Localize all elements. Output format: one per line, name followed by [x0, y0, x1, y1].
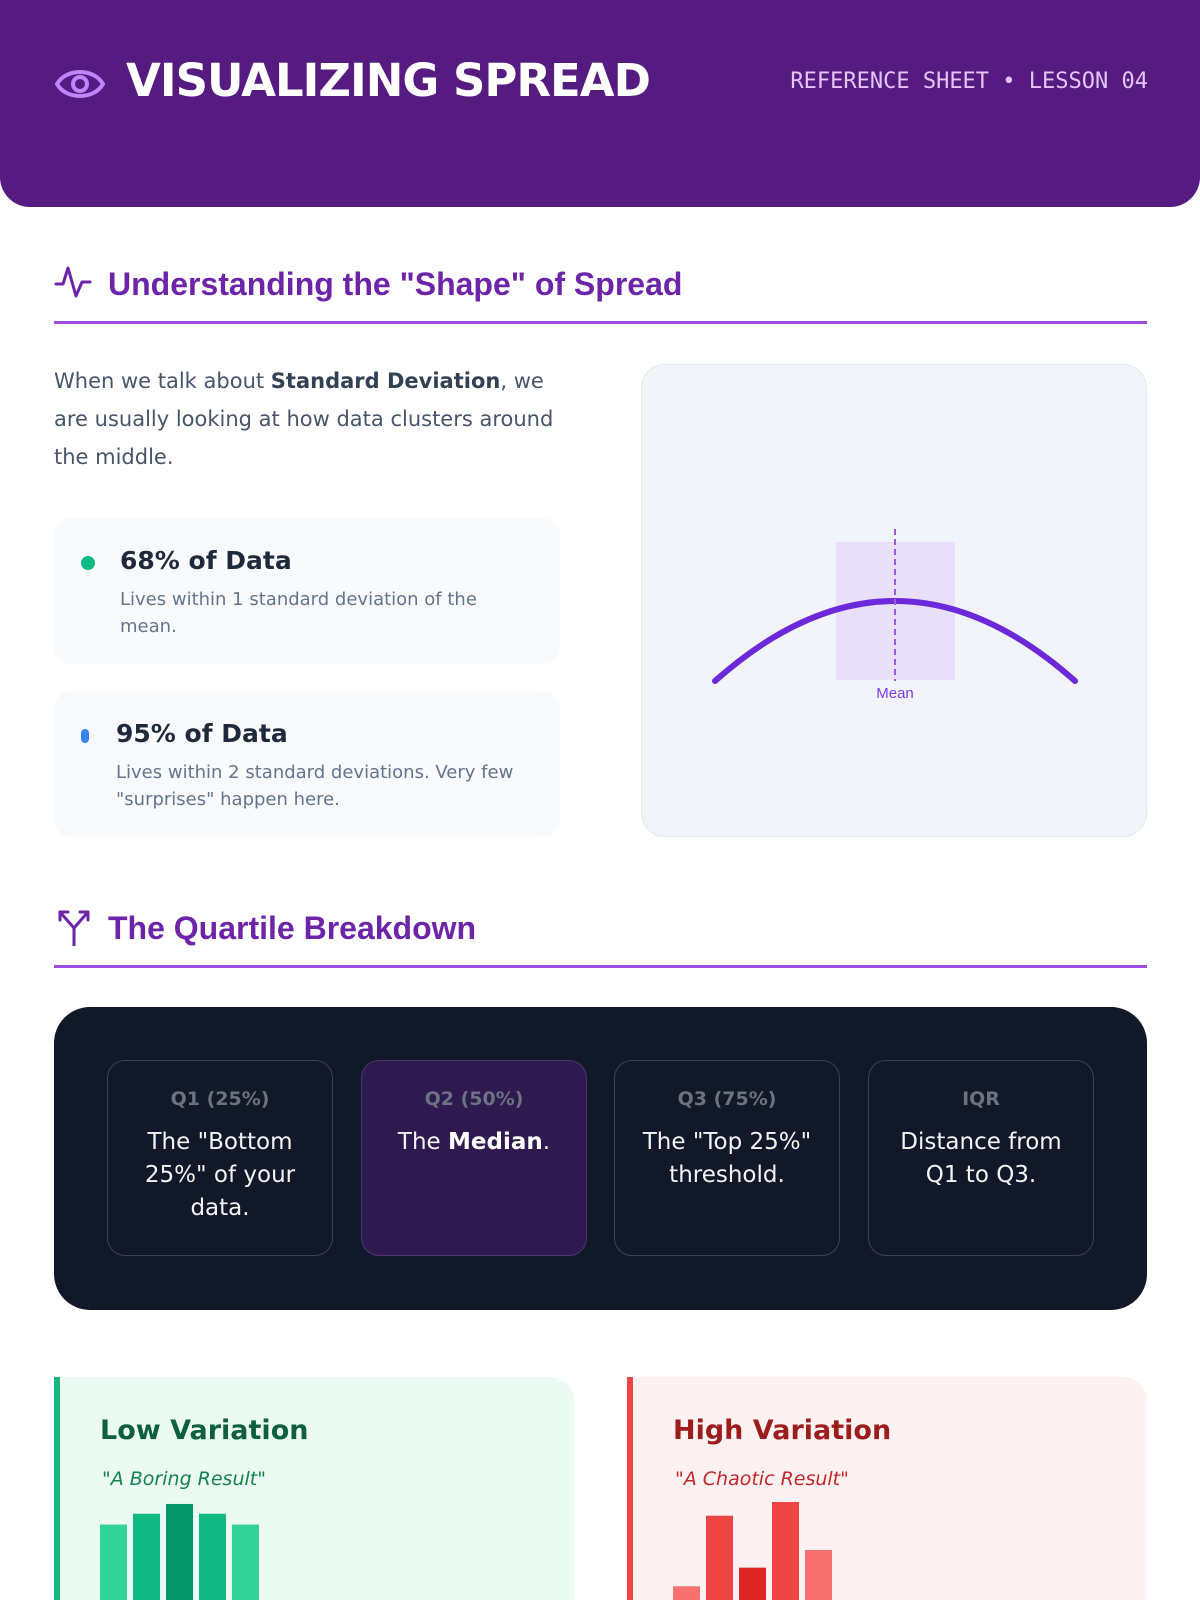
quartile-text-after: . [542, 1129, 551, 1155]
high-variation-title: High Variation [673, 1415, 892, 1446]
high-variation-bar [772, 1502, 799, 1600]
stat-description: Lives within 1 standard deviation of the… [120, 589, 477, 637]
bell-curve-graphic: Mean [712, 529, 1078, 702]
low-variation-bar [166, 1503, 193, 1600]
quartile-card-q1: Q1 (25%) The "Bottom 25%" of your data. [107, 1060, 333, 1256]
low-variation-title: Low Variation [100, 1415, 309, 1446]
blue-dot-icon [81, 729, 89, 743]
stat-title: 95% of Data [116, 719, 288, 748]
high-variation-bar [673, 1586, 700, 1600]
quartile-card-q2: Q2 (50%) The Median. [361, 1060, 587, 1256]
quartile-text-before: The "Top 25%" threshold. [642, 1129, 812, 1188]
high-variation-bar [706, 1515, 733, 1600]
activity-icon [54, 266, 92, 298]
quartile-card-q3: Q3 (75%) The "Top 25%" threshold. [614, 1060, 840, 1256]
page-header: VISUALIZING SPREAD REFERENCE SHEET • LES… [0, 0, 1200, 207]
intro-text-after: , we are usually looking at how data clu… [54, 369, 554, 469]
high-variation-bars [673, 1502, 832, 1600]
quartile-text-before: The "Bottom 25%" of your data. [144, 1129, 296, 1221]
stat-card-68: 68% of Data Lives within 1 standard devi… [54, 518, 560, 664]
stat-card-95: 95% of Data Lives within 2 standard devi… [54, 691, 560, 837]
low-variation-card: Low Variation "A Boring Result" [54, 1377, 574, 1600]
low-variation-subtitle: "A Boring Result" [102, 1468, 266, 1490]
low-variation-bar [232, 1524, 259, 1600]
high-variation-subtitle: "A Chaotic Result" [675, 1468, 849, 1490]
mean-label: Mean [876, 685, 914, 702]
bell-curve-panel: Mean [641, 364, 1147, 837]
intro-paragraph: When we talk about Standard Deviation, w… [54, 362, 554, 476]
low-variation-bars [100, 1503, 259, 1600]
low-variation-bar [133, 1513, 160, 1600]
eye-icon [54, 70, 106, 98]
quartile-heading: IQR [962, 1088, 1000, 1110]
high-variation-bar [805, 1550, 832, 1600]
stat-description: Lives within 2 standard deviations. Very… [116, 762, 514, 810]
quartile-heading: Q2 (50%) [424, 1088, 524, 1110]
quartile-text-before: The [397, 1129, 449, 1155]
quartile-heading: Q3 (75%) [677, 1088, 777, 1110]
stat-title: 68% of Data [120, 546, 292, 575]
quartile-text: The Median. [374, 1126, 574, 1159]
quartile-text-before: Distance from Q1 to Q3. [900, 1129, 1062, 1188]
quartile-panel: Q1 (25%) The "Bottom 25%" of your data. … [54, 1007, 1147, 1310]
quartile-text-bold: Median [448, 1129, 543, 1155]
section-header-quartile: The Quartile Breakdown [54, 906, 1147, 968]
quartile-text: Distance from Q1 to Q3. [881, 1126, 1081, 1192]
page-title: VISUALIZING SPREAD [126, 54, 651, 107]
section-title-quartile: The Quartile Breakdown [108, 910, 477, 946]
green-dot-icon [81, 556, 95, 570]
intro-term-std-dev: Standard Deviation [270, 369, 501, 393]
quartile-text: The "Bottom 25%" of your data. [120, 1126, 320, 1225]
lesson-meta: REFERENCE SHEET • LESSON 04 [790, 69, 1148, 94]
low-variation-bar [199, 1513, 226, 1600]
split-arrows-icon [58, 910, 90, 946]
intro-text-before: When we talk about [54, 369, 271, 393]
quartile-card-iqr: IQR Distance from Q1 to Q3. [868, 1060, 1094, 1256]
high-variation-bar [739, 1567, 766, 1600]
section-header-shape: Understanding the "Shape" of Spread [54, 262, 1147, 324]
high-variation-card: High Variation "A Chaotic Result" [627, 1377, 1147, 1600]
quartile-text: The "Top 25%" threshold. [627, 1126, 827, 1192]
low-variation-bar [100, 1524, 127, 1600]
quartile-heading: Q1 (25%) [170, 1088, 270, 1110]
section-title-shape: Understanding the "Shape" of Spread [108, 266, 683, 302]
